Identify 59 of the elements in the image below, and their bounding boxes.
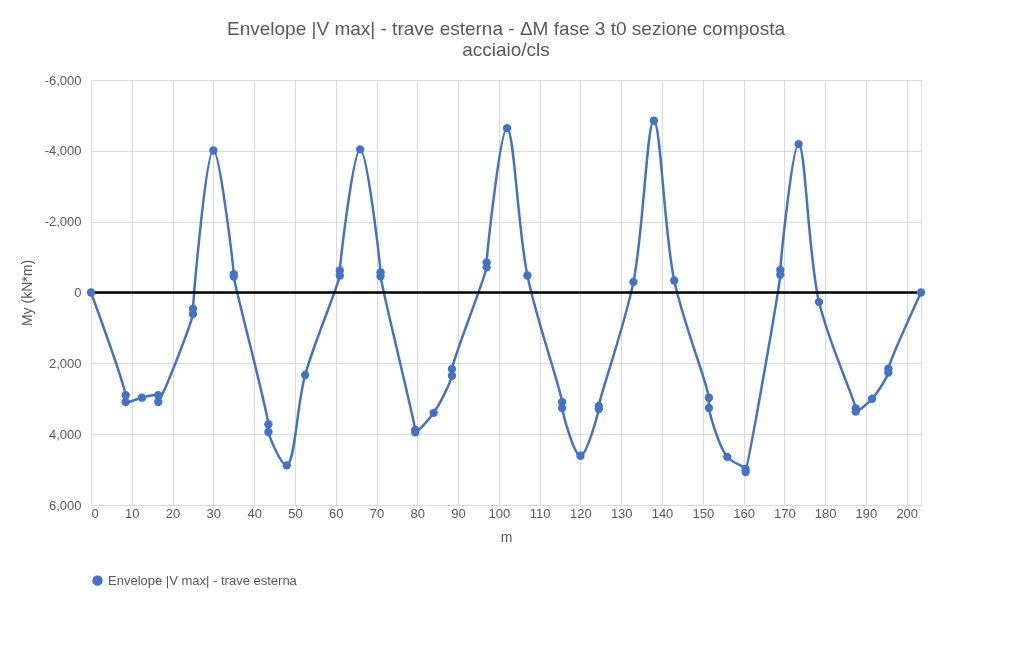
- x-tick-label: 50: [288, 505, 303, 521]
- x-tick-label: 20: [165, 505, 181, 521]
- point: [264, 427, 273, 437]
- y-tick-label: 0: [74, 285, 82, 300]
- legend-label: Envelope |V max| - trave esterna: [108, 572, 298, 588]
- x-tick-label: 130: [610, 505, 633, 521]
- point: [376, 272, 385, 281]
- point: [429, 408, 438, 418]
- point: [704, 393, 714, 402]
- point: [356, 145, 365, 154]
- point: [137, 393, 147, 402]
- point: [649, 116, 659, 125]
- point: [300, 370, 310, 380]
- point: [121, 397, 130, 407]
- point: [867, 394, 877, 403]
- x-tick-label: 30: [206, 505, 222, 521]
- point: [523, 271, 532, 280]
- point: [704, 403, 714, 413]
- point: [209, 146, 218, 155]
- x-tick-label: 140: [651, 505, 674, 521]
- point: [814, 297, 824, 307]
- x-tick-label: 10: [125, 505, 140, 521]
- y-axis-title: My (kN*m): [18, 259, 35, 327]
- point: [723, 452, 732, 462]
- x-tick-label: 190: [855, 505, 878, 521]
- y-tick-label: -2,000: [44, 214, 82, 230]
- x-tick-label: 70: [369, 505, 385, 521]
- y-tick-label: 4,000: [48, 426, 82, 442]
- chart-title: Envelope |V max| - trave esterna - ΔM fase 3 t0 sezione composta acciaio/cls: [227, 18, 786, 60]
- point: [916, 288, 926, 297]
- x-tick-label: 120: [570, 505, 592, 521]
- x-axis-title: m: [500, 528, 513, 545]
- x-tick-label: 40: [247, 505, 262, 521]
- x-tick-label: 90: [451, 505, 466, 521]
- x-tick-label: 200: [896, 505, 919, 521]
- x-tick-label: 60: [328, 505, 344, 521]
- x-tick-label: 150: [692, 505, 715, 521]
- point: [188, 304, 198, 313]
- y-tick-label: -4,000: [44, 143, 82, 159]
- point: [629, 277, 638, 287]
- x-tick-label: 180: [814, 505, 837, 521]
- point: [502, 123, 512, 133]
- x-tick-label: 80: [410, 505, 426, 521]
- y-tick-label: 6,000: [48, 497, 82, 513]
- y-tick-label: 2,000: [48, 355, 82, 371]
- x-tick-label: 160: [733, 505, 755, 521]
- point: [86, 288, 96, 297]
- point: [670, 276, 679, 285]
- x-tick-label: 100: [488, 505, 511, 521]
- point: [282, 461, 291, 470]
- x-tick-label: 110: [529, 505, 551, 521]
- x-tick-label: 170: [774, 505, 796, 521]
- point: [447, 364, 457, 374]
- y-tick-label: -6,000: [44, 72, 82, 88]
- x-tick-label: 0: [91, 505, 99, 521]
- point: [794, 139, 803, 149]
- point: [264, 420, 273, 429]
- point: [154, 397, 163, 407]
- point: [576, 451, 585, 460]
